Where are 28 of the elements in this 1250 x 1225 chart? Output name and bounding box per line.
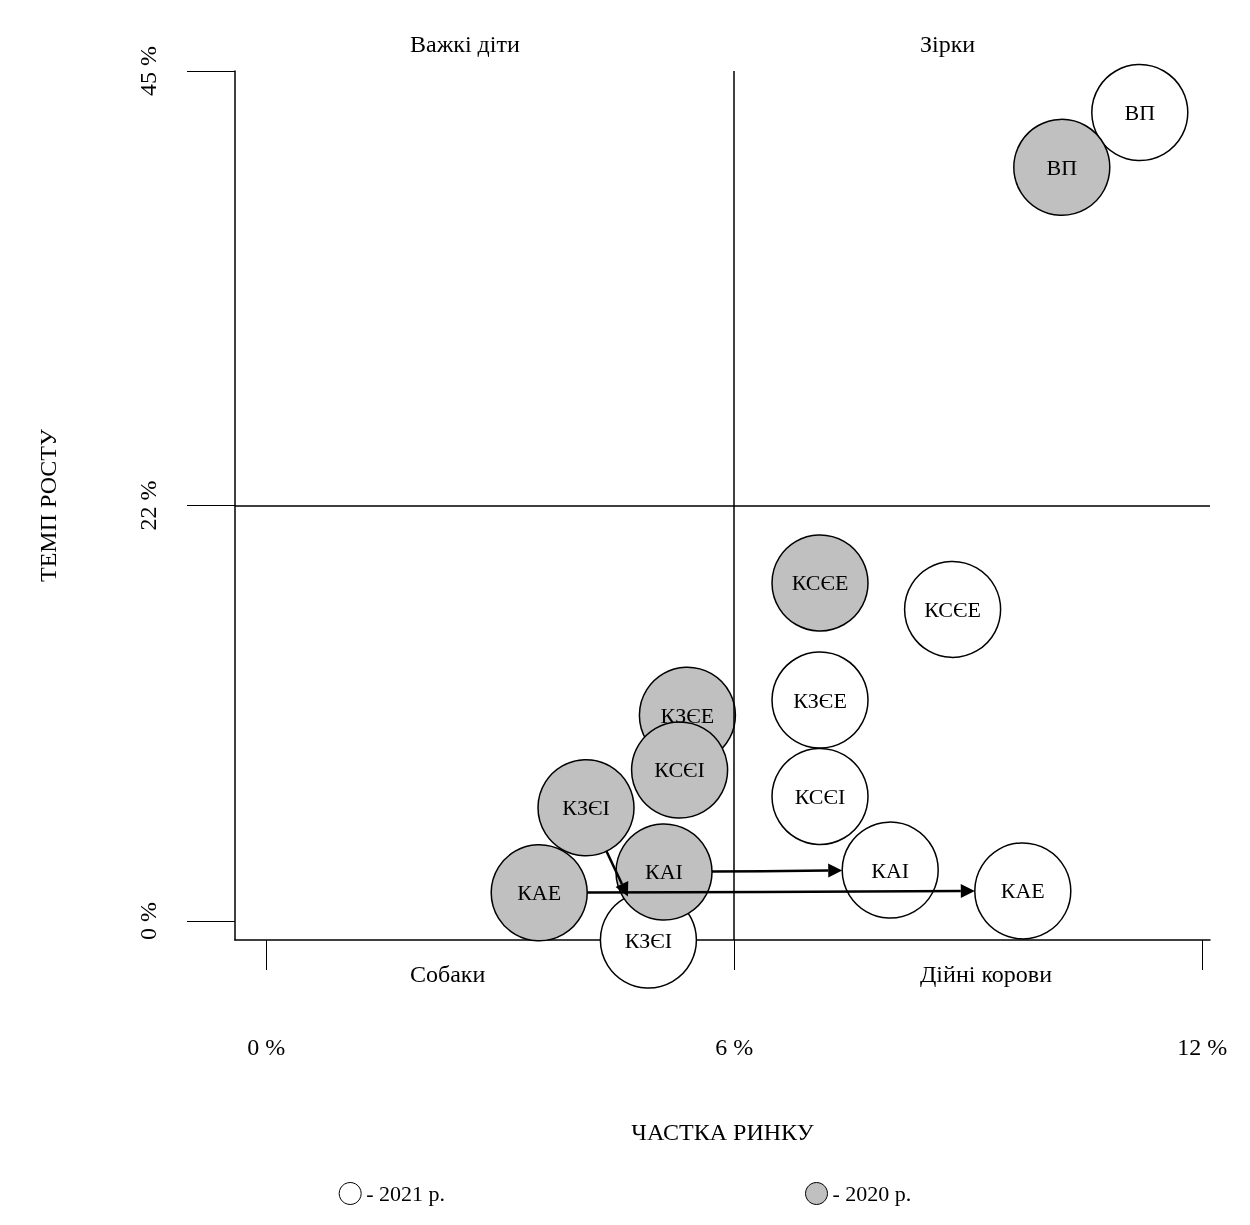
data-label: КАІ bbox=[645, 859, 683, 885]
x-axis-title: ЧАСТКА РИНКУ bbox=[631, 1119, 814, 1145]
x-tick-label: 6 % bbox=[715, 1034, 754, 1060]
text: Дійні корови bbox=[920, 961, 1053, 987]
y-tick-label: 0 % bbox=[135, 902, 161, 941]
x-tick-label: 0 % bbox=[247, 1034, 286, 1060]
legend-label: - 2021 р. bbox=[366, 1181, 445, 1206]
data-label: КАЕ bbox=[517, 880, 562, 906]
data-label: КАЕ bbox=[1000, 878, 1045, 904]
y-tick-label: 22 % bbox=[135, 480, 161, 531]
data-label: КСЄІ bbox=[794, 783, 846, 809]
legend-label: - 2020 р. bbox=[832, 1181, 912, 1206]
data-label: КЗЄІ bbox=[624, 927, 673, 953]
text: Важкі діти bbox=[410, 31, 520, 57]
data-label: КСЄЕ bbox=[791, 570, 849, 596]
data-label: КСЄЕ bbox=[924, 596, 981, 622]
y-tick-label: 45 % bbox=[135, 46, 161, 96]
data-label: КЗЄЕ bbox=[660, 702, 715, 728]
data-label: КЗЄІ bbox=[562, 795, 610, 821]
data-label: КАІ bbox=[871, 857, 910, 883]
text: Собаки bbox=[410, 961, 486, 987]
y-axis-title: ТЕМП РОСТУ bbox=[35, 429, 61, 582]
data-label: КСЄІ bbox=[654, 757, 705, 783]
data-label: КЗЄЕ bbox=[793, 687, 847, 713]
x-tick-label: 12 % bbox=[1177, 1034, 1228, 1060]
data-label: ВП bbox=[1046, 154, 1078, 180]
data-label: ВП bbox=[1124, 100, 1156, 126]
text: Зірки bbox=[920, 31, 976, 57]
